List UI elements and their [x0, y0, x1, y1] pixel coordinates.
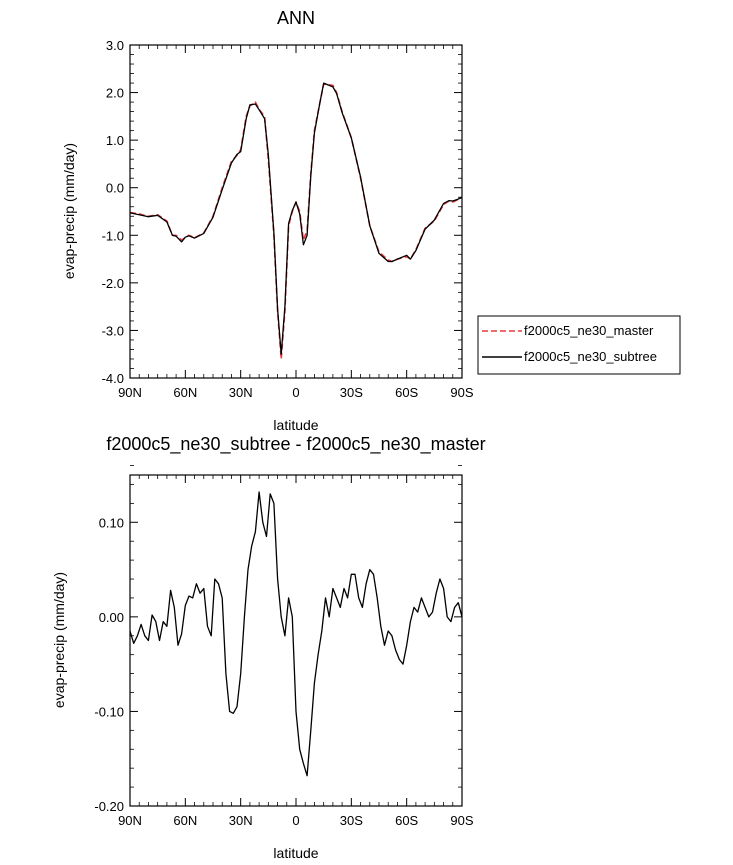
- top-y-axis-label: evap-precip (mm/day): [61, 143, 77, 279]
- top-series-line-1: [129, 82, 463, 355]
- top-x-tick-label: 30S: [340, 385, 363, 400]
- legend-box: [477, 315, 681, 375]
- legend: f2000c5_ne30_master f2000c5_ne30_subtree: [477, 315, 681, 375]
- bottom-x-tick-label: 90N: [118, 813, 142, 828]
- bottom-x-tick-label: 60N: [173, 813, 197, 828]
- top-x-tick-label: 0: [292, 385, 299, 400]
- top-x-axis-label: latitude: [273, 417, 318, 433]
- bottom-x-tick-label: 30N: [229, 813, 253, 828]
- bottom-y-tick-label: 0.00: [99, 610, 124, 625]
- bottom-y-tick-label: -0.10: [94, 704, 124, 719]
- top-axes-group: 90N 60N 30N 0 30S 60S 90S -4.0 -3.0 -2.0 -1.0 0.0 1.…: [102, 38, 474, 400]
- top-y-tick-label: -2.0: [102, 276, 124, 291]
- bottom-axes-group: 90N 60N 30N 0 30S 60S 90S -0.20 -0.10 0.00 0.10: [94, 465, 474, 828]
- top-x-tick-label: 30N: [229, 385, 253, 400]
- top-x-tick-label: 90N: [118, 385, 142, 400]
- bottom-y-axis-label: evap-precip (mm/day): [51, 572, 67, 708]
- bottom-x-tick-label: 30S: [340, 813, 363, 828]
- bottom-series-line-0: [129, 491, 463, 777]
- top-x-tick-label: 90S: [450, 385, 473, 400]
- top-y-tick-label: 0.0: [106, 181, 124, 196]
- top-panel: ANN 90N 60N 30N 0 30S 60S 90S -4.0 -3.0 -2.0 -1.0 0…: [61, 8, 474, 433]
- top-y-tick-label: -3.0: [102, 323, 124, 338]
- top-y-tick-label: 2.0: [106, 86, 124, 101]
- legend-label-subtree: f2000c5_ne30_subtree: [524, 349, 657, 364]
- top-chart-title: ANN: [277, 8, 315, 28]
- bottom-panel: f2000c5_ne30_subtree - f2000c5_ne30_mast…: [51, 434, 486, 861]
- top-series-group: [129, 82, 463, 360]
- top-plot-frame: [129, 44, 463, 379]
- top-y-tick-label: -4.0: [102, 371, 124, 386]
- bottom-series-group: [129, 491, 463, 777]
- bottom-y-tick-label: -0.20: [94, 799, 124, 814]
- bottom-y-tick-label: 0.10: [99, 515, 124, 530]
- top-y-tick-label: 3.0: [106, 38, 124, 53]
- top-y-tick-label: 1.0: [106, 133, 124, 148]
- legend-label-master: f2000c5_ne30_master: [524, 323, 654, 338]
- top-y-tick-label: -1.0: [102, 228, 124, 243]
- bottom-x-tick-label: 0: [292, 813, 299, 828]
- bottom-x-axis-label: latitude: [273, 845, 318, 861]
- bottom-x-tick-label: 90S: [450, 813, 473, 828]
- top-series-line-0: [129, 83, 463, 360]
- bottom-chart-title: f2000c5_ne30_subtree - f2000c5_ne30_mast…: [106, 434, 485, 455]
- bottom-x-tick-label: 60S: [395, 813, 418, 828]
- top-x-tick-label: 60S: [395, 385, 418, 400]
- top-x-tick-label: 60N: [173, 385, 197, 400]
